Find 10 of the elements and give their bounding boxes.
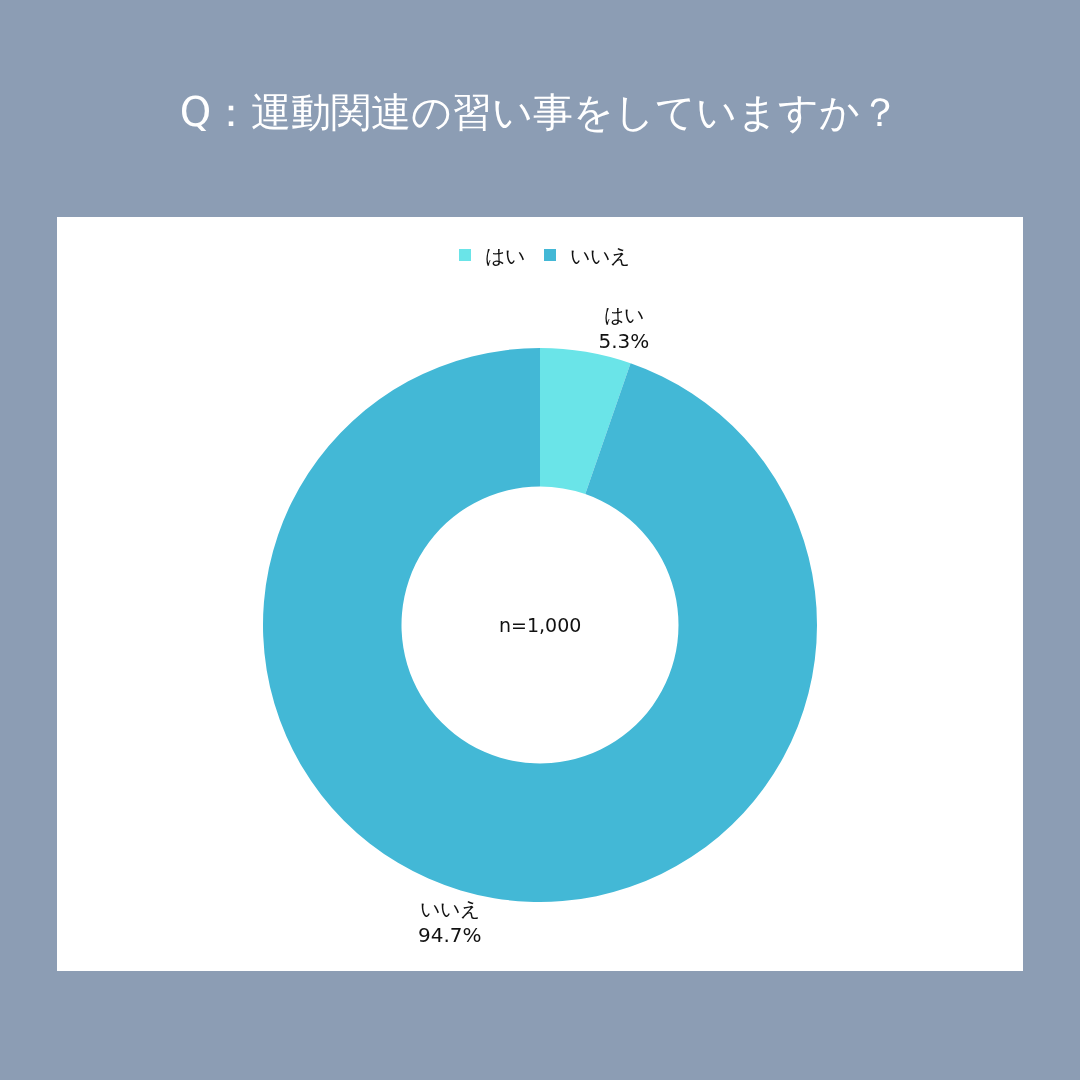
chart-title: Q：運動関連の習い事をしていますか？ xyxy=(179,89,901,135)
legend-label: いいえ xyxy=(570,243,630,268)
slice-label: いいえ xyxy=(419,897,480,922)
data-label: 5.3% xyxy=(598,328,650,353)
slice-label: はい xyxy=(603,302,644,327)
text: n=1,000 xyxy=(499,614,582,636)
legend-label: はい xyxy=(485,243,525,268)
donut-slice xyxy=(263,348,817,902)
donut-slice xyxy=(540,348,631,495)
data-label: 94.7% xyxy=(418,923,482,948)
